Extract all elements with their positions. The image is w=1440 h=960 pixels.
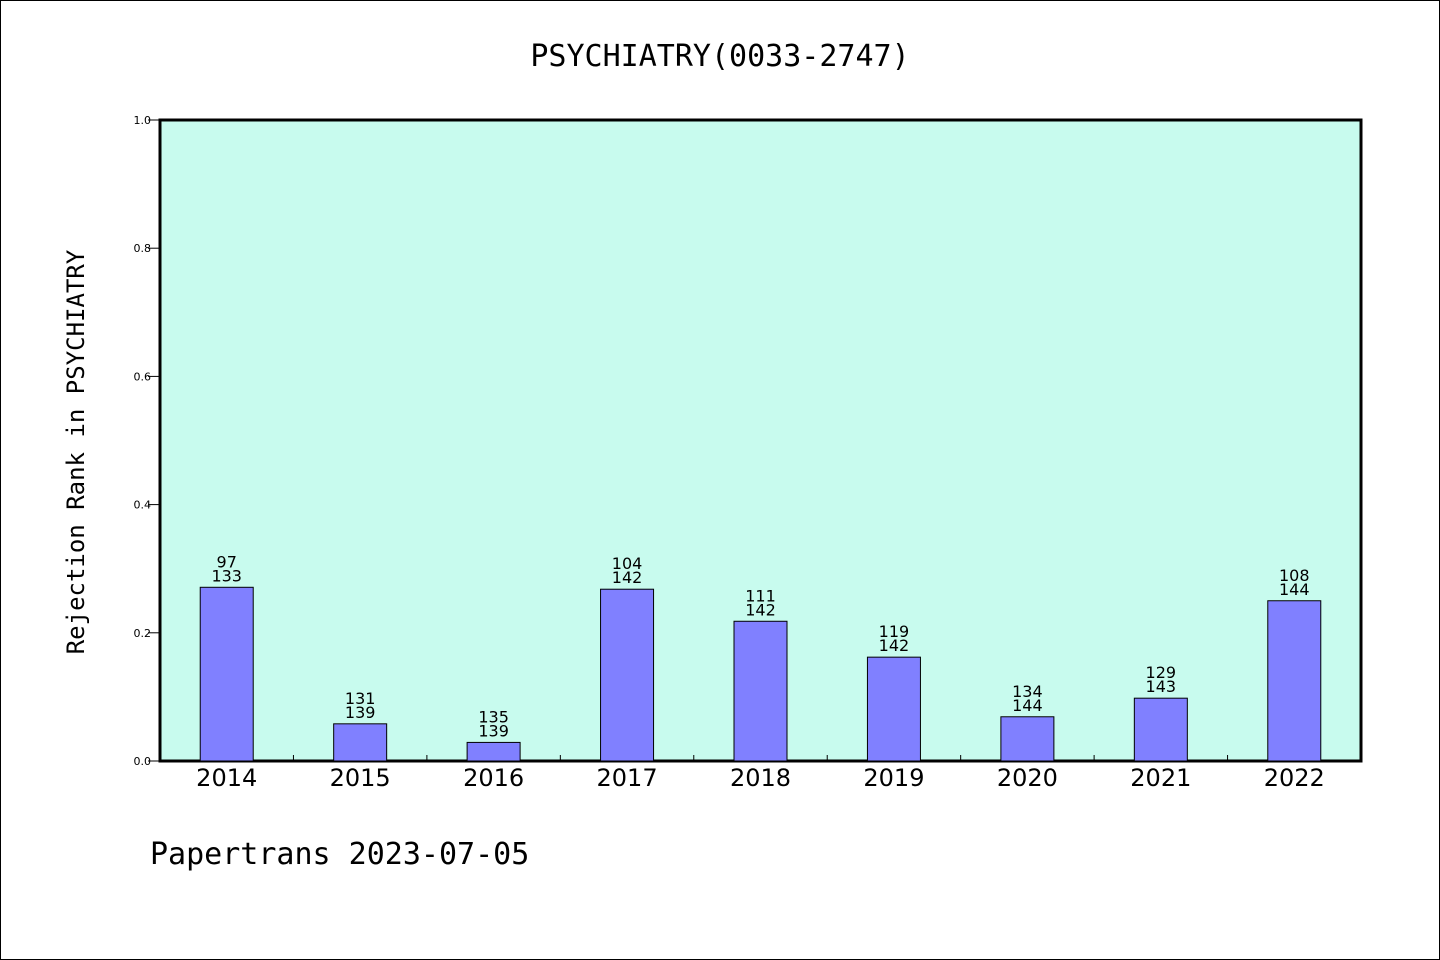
bar-label-top: 97 <box>217 552 237 571</box>
bar-2014 <box>199 586 254 762</box>
bar-2015 <box>333 723 388 762</box>
x-tick-label: 2017 <box>597 764 658 792</box>
bar-label-top: 129 <box>1146 663 1177 682</box>
y-axis-label: Rejection Rank in PSYCHIATRY <box>62 249 90 654</box>
bar-label-bottom: 139 <box>478 721 509 740</box>
x-tick-label: 2014 <box>196 764 257 792</box>
x-axis: 2014 2015 2016 2017 2018 2019 2020 2021 2022 <box>196 755 1325 792</box>
bar-label-top: 119 <box>879 622 910 641</box>
y-tick-label: 0.6 <box>134 370 152 383</box>
bar-label-bottom: 142 <box>745 600 776 619</box>
bar-label-top: 131 <box>345 689 376 708</box>
x-tick-label: 2015 <box>330 764 391 792</box>
y-tick-label: 0.8 <box>134 242 152 255</box>
bar-2019 <box>866 656 921 762</box>
x-tick-label: 2018 <box>730 764 791 792</box>
bar-label-bottom: 133 <box>211 566 242 585</box>
bar-label-bottom: 144 <box>1012 696 1043 715</box>
bar-label-bottom: 143 <box>1146 677 1177 696</box>
x-tick-label: 2020 <box>997 764 1058 792</box>
bar-2022 <box>1267 600 1322 762</box>
y-axis: 0.0 0.2 0.4 0.6 0.8 1.0 <box>134 114 160 768</box>
x-tick-label: 2021 <box>1130 764 1191 792</box>
bar-label-top: 134 <box>1012 682 1043 701</box>
x-tick-label: 2016 <box>463 764 524 792</box>
chart-title: PSYCHIATRY(0033-2747) <box>530 39 909 74</box>
x-tick-label: 2019 <box>863 764 924 792</box>
bar-label-bottom: 142 <box>612 568 643 587</box>
bar-2017 <box>600 588 655 762</box>
y-tick-label: 0.4 <box>134 499 152 512</box>
bar-2021 <box>1133 697 1188 762</box>
bar-2020 <box>1000 716 1055 762</box>
y-tick-label: 0.0 <box>134 755 152 768</box>
bar-2016 <box>466 741 521 762</box>
bar-2018 <box>733 620 788 762</box>
footer-source: Papertrans 2023-07-05 <box>150 837 529 872</box>
y-tick-label: 1.0 <box>134 114 152 127</box>
bar-label-bottom: 142 <box>879 636 910 655</box>
bar-label-top: 104 <box>612 554 643 573</box>
bar-label-bottom: 139 <box>345 703 376 722</box>
bar-label-top: 135 <box>478 707 509 726</box>
y-tick-label: 0.2 <box>134 627 152 640</box>
bar-label-top: 111 <box>745 586 776 605</box>
bar-label-bottom: 144 <box>1279 580 1310 599</box>
bar-label-top: 108 <box>1279 566 1310 585</box>
x-tick-label: 2022 <box>1264 764 1325 792</box>
